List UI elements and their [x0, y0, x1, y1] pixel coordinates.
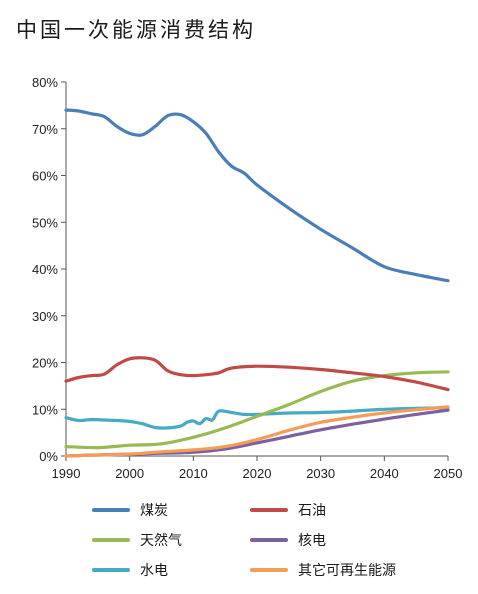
legend-swatch: [250, 538, 288, 542]
series-line-1: [64, 356, 450, 392]
legend-swatch: [92, 508, 130, 512]
legend-item: 核电: [250, 530, 326, 550]
legend-label: 天然气: [140, 533, 182, 549]
legend-label: 煤炭: [140, 503, 168, 519]
x-tick-label: 2000: [115, 466, 144, 481]
line-chart: 0% 10% 20% 30% 40% 50% 60% 70% 80% 1990 2000 2010 2…: [32, 75, 463, 481]
y-tick-label: 70%: [32, 122, 58, 137]
y-tick-label: 50%: [32, 215, 58, 230]
x-tick-label: 2040: [370, 466, 399, 481]
x-tick-label: 2030: [306, 466, 335, 481]
legend-swatch: [92, 538, 130, 542]
y-tick-label: 0%: [39, 449, 58, 464]
series-layer: [64, 108, 450, 458]
legend-label: 石油: [298, 503, 326, 519]
legend-label: 水电: [140, 563, 168, 579]
legend-swatch: [92, 568, 130, 572]
chart-title: 中国一次能源消费结构: [16, 18, 256, 42]
y-tick-label: 30%: [32, 309, 58, 324]
x-tick-label: 2050: [434, 466, 463, 481]
x-tick-label: 1990: [52, 466, 81, 481]
legend-label: 其它可再生能源: [298, 563, 396, 579]
y-tick-label: 10%: [32, 402, 58, 417]
legend-item: 天然气: [92, 530, 182, 550]
y-axis-ticks: 0% 10% 20% 30% 40% 50% 60% 70% 80%: [32, 75, 66, 464]
legend-label: 核电: [298, 533, 326, 549]
series-line-4: [64, 406, 450, 430]
y-tick-label: 40%: [32, 262, 58, 277]
legend-item: 煤炭: [92, 500, 168, 520]
legend-swatch: [250, 508, 288, 512]
y-tick-label: 60%: [32, 169, 58, 184]
legend-swatch: [250, 568, 288, 572]
x-axis-ticks: 1990 2000 2010 2020 2030 2040 2050: [52, 456, 463, 481]
series-line-5: [64, 405, 450, 458]
x-tick-label: 2020: [243, 466, 272, 481]
series-line-0: [64, 108, 450, 283]
legend-item: 石油: [250, 500, 326, 520]
legend-item: 其它可再生能源: [250, 560, 396, 580]
legend-item: 水电: [92, 560, 168, 580]
y-tick-label: 20%: [32, 356, 58, 371]
x-tick-label: 2010: [179, 466, 208, 481]
y-tick-label: 80%: [32, 75, 58, 90]
